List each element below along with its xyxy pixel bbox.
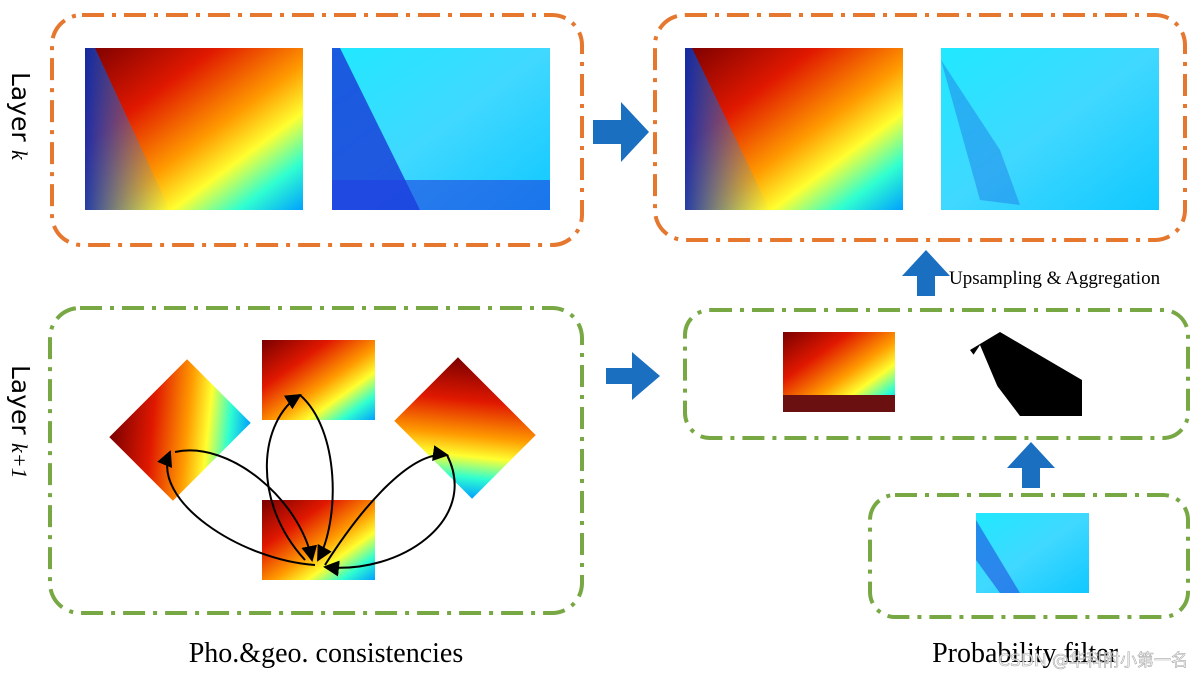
reference-map <box>262 500 375 580</box>
arrow <box>606 352 660 400</box>
confidence-map <box>332 48 550 210</box>
layer-k1-box <box>48 306 584 615</box>
confidence-map <box>941 48 1159 210</box>
layer-index: k+1 <box>7 443 32 479</box>
filter-mask <box>970 332 1082 416</box>
output-box <box>653 13 1187 242</box>
arrow <box>593 102 649 162</box>
caption: Pho.&geo. consistencies <box>189 638 464 669</box>
depth-map <box>85 48 303 210</box>
consistency-arrows <box>157 393 456 577</box>
filter-box <box>683 308 1190 440</box>
view-map <box>262 340 375 420</box>
filtered-depth <box>783 332 895 412</box>
depth-map <box>685 48 903 210</box>
upsampling-label: Upsampling & Aggregation <box>949 268 1161 289</box>
watermark: CSDN @华科附小第一名 <box>998 651 1188 671</box>
layer-label: Layer <box>6 365 35 435</box>
layer-label: Layer <box>6 72 35 142</box>
layer-index: k <box>7 150 32 161</box>
arrow <box>1007 442 1055 488</box>
view-map <box>109 359 251 501</box>
input-map <box>976 513 1089 593</box>
arrow <box>902 250 950 296</box>
view-map <box>394 357 536 499</box>
input-box <box>868 493 1190 619</box>
layer-k-box <box>50 13 584 247</box>
caption: Probability filter <box>932 638 1119 669</box>
